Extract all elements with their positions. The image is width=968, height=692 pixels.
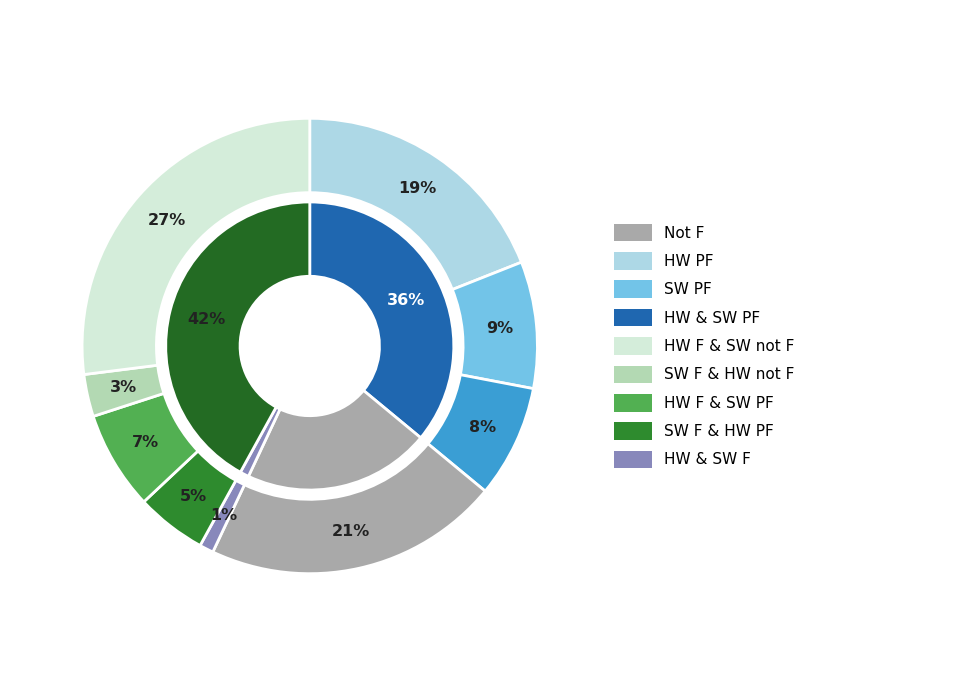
Wedge shape: [166, 202, 310, 472]
Text: 19%: 19%: [398, 181, 436, 196]
Wedge shape: [249, 390, 421, 490]
Text: 21%: 21%: [332, 525, 371, 540]
Text: 8%: 8%: [469, 419, 496, 435]
Text: 1%: 1%: [210, 508, 237, 523]
Wedge shape: [310, 202, 454, 438]
Text: 5%: 5%: [179, 489, 206, 504]
Wedge shape: [200, 480, 245, 552]
Wedge shape: [428, 375, 533, 491]
Text: 27%: 27%: [148, 212, 186, 228]
Wedge shape: [310, 118, 522, 289]
Text: 3%: 3%: [110, 380, 137, 395]
Text: 9%: 9%: [486, 320, 513, 336]
Wedge shape: [452, 262, 537, 389]
Wedge shape: [82, 118, 310, 374]
Wedge shape: [144, 451, 236, 545]
Wedge shape: [240, 407, 280, 476]
Text: 36%: 36%: [387, 293, 426, 308]
Legend: Not F, HW PF, SW PF, HW & SW PF, HW F & SW not F, SW F & HW not F, HW F & SW PF,: Not F, HW PF, SW PF, HW & SW PF, HW F & …: [608, 218, 801, 474]
Wedge shape: [213, 444, 485, 574]
Text: 42%: 42%: [187, 312, 226, 327]
Wedge shape: [84, 365, 164, 417]
Text: 7%: 7%: [133, 435, 160, 450]
Wedge shape: [93, 393, 198, 502]
